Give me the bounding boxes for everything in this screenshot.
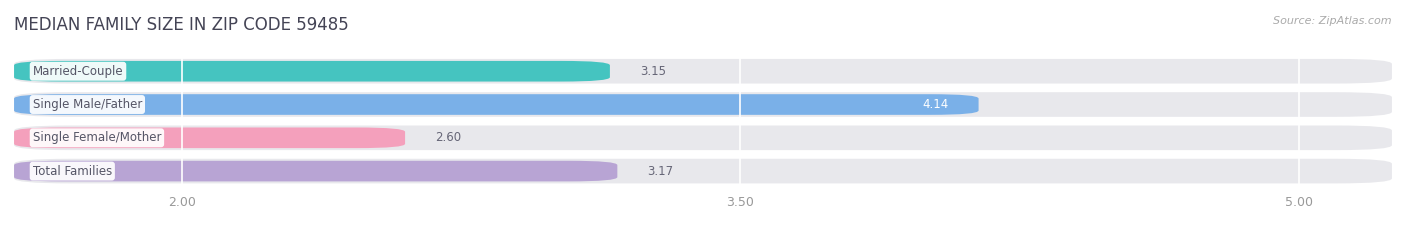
FancyBboxPatch shape bbox=[14, 159, 1392, 183]
Text: Single Male/Father: Single Male/Father bbox=[32, 98, 142, 111]
Text: Total Families: Total Families bbox=[32, 164, 112, 178]
Text: 3.17: 3.17 bbox=[647, 164, 673, 178]
Text: 3.15: 3.15 bbox=[640, 65, 665, 78]
Text: Single Female/Mother: Single Female/Mother bbox=[32, 131, 162, 144]
FancyBboxPatch shape bbox=[14, 61, 610, 82]
FancyBboxPatch shape bbox=[14, 127, 405, 148]
FancyBboxPatch shape bbox=[14, 94, 979, 115]
Text: MEDIAN FAMILY SIZE IN ZIP CODE 59485: MEDIAN FAMILY SIZE IN ZIP CODE 59485 bbox=[14, 16, 349, 34]
FancyBboxPatch shape bbox=[14, 161, 617, 182]
FancyBboxPatch shape bbox=[14, 126, 1392, 150]
Text: Source: ZipAtlas.com: Source: ZipAtlas.com bbox=[1274, 16, 1392, 26]
Text: 4.14: 4.14 bbox=[922, 98, 949, 111]
Text: Married-Couple: Married-Couple bbox=[32, 65, 124, 78]
Text: 2.60: 2.60 bbox=[434, 131, 461, 144]
FancyBboxPatch shape bbox=[14, 59, 1392, 84]
FancyBboxPatch shape bbox=[14, 92, 1392, 117]
